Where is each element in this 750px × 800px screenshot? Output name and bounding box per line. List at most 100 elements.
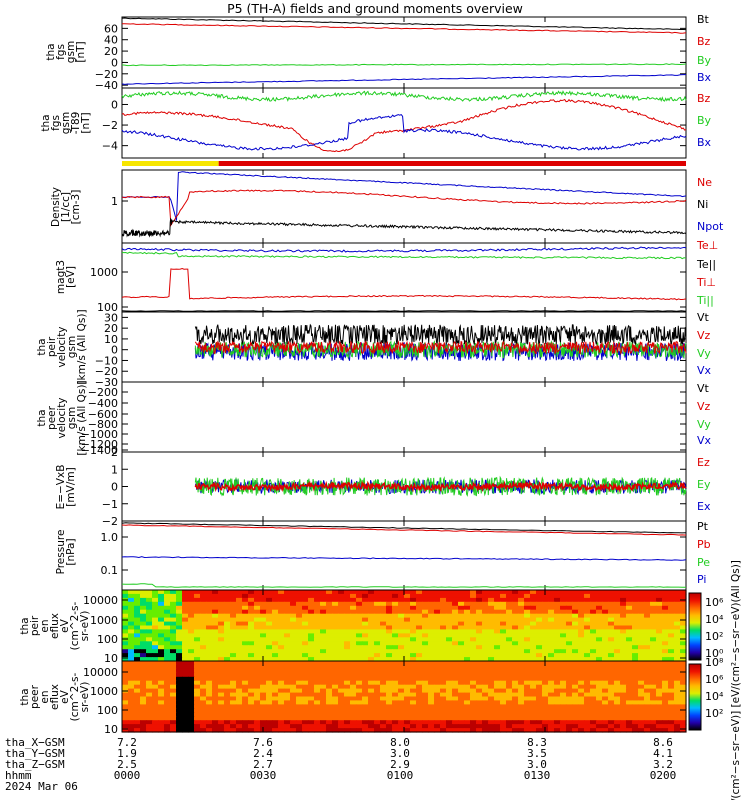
peer-eflux-panel-cell: [560, 708, 567, 713]
peer-eflux-panel-cell: [464, 680, 471, 686]
peer-eflux-panel-cell: [554, 728, 561, 733]
peir-eflux-panel-cell: [380, 609, 387, 615]
peir-eflux-panel-cell: [548, 645, 555, 650]
peer-eflux-panel-cell: [236, 712, 243, 717]
peir-eflux-panel-cell: [374, 613, 381, 619]
peir-eflux-panel-cell: [398, 605, 405, 611]
peer-eflux-panel-cell: [302, 676, 309, 682]
peer-eflux-panel-cell: [638, 720, 645, 725]
peir-eflux-panel-cell: [620, 633, 627, 638]
peir-eflux-panel-cell: [200, 597, 207, 603]
peer-eflux-panel-cell: [152, 720, 159, 725]
peir-eflux-panel-cell: [140, 637, 147, 642]
peer-eflux-panel-cell: [542, 720, 549, 725]
peir-eflux-panel-cell: [494, 590, 501, 595]
peir-eflux-panel-cell: [662, 653, 669, 658]
peir-eflux-panel-cell: [212, 649, 219, 654]
peer-eflux-panel-cell: [458, 680, 465, 686]
peir-eflux-panel-cell: [242, 617, 249, 623]
peer-eflux-panel-cell: [200, 684, 207, 690]
peir-eflux-panel-cell: [200, 601, 207, 607]
peir-eflux-panel-cell: [230, 633, 237, 638]
peir-eflux-panel-cell: [476, 657, 483, 662]
peir-eflux-panel-cell: [650, 633, 657, 638]
peer-eflux-panel-cell: [224, 724, 231, 729]
peir-eflux-panel-cell: [224, 633, 231, 638]
peer-eflux-panel-cell: [512, 708, 519, 713]
peer-eflux-panel-cell: [194, 708, 201, 713]
peir-eflux-panel-cell: [314, 657, 321, 662]
peir-eflux-panel-cell: [470, 657, 477, 662]
peir-eflux-panel-cell: [224, 621, 231, 627]
peir-eflux-panel-cell: [266, 605, 273, 611]
peir-eflux-panel-cell: [674, 593, 681, 599]
peir-eflux-panel-cell: [482, 605, 489, 611]
peer-eflux-panel-cell: [434, 696, 441, 701]
peer-eflux-panel-cell: [296, 728, 303, 733]
peir-eflux-panel-cell: [482, 617, 489, 623]
peir-eflux-panel-cell: [266, 621, 273, 627]
peir-eflux-panel-cell: [386, 633, 393, 638]
peer-eflux-panel-cell: [482, 684, 489, 690]
peer-eflux-panel-cell: [152, 688, 159, 694]
peir-eflux-panel-cell: [458, 637, 465, 642]
peer-eflux-panel-cell: [356, 680, 363, 686]
peir-eflux-panel-cell: [170, 601, 177, 607]
peer-eflux-panel-cell: [512, 676, 519, 682]
peir-eflux-panel-cell: [644, 593, 651, 599]
peir-eflux-panel-cell: [176, 641, 183, 646]
peer-eflux-panel-cell: [428, 724, 435, 729]
peer-eflux-panel-cell: [626, 664, 633, 670]
peir-eflux-panel-cell: [674, 605, 681, 611]
peer-eflux-panel-cell: [230, 668, 237, 674]
peir-eflux-panel-cell: [146, 593, 153, 599]
peir-eflux-panel-cell: [398, 657, 405, 662]
peir-eflux-panel-cell: [194, 617, 201, 623]
peir-eflux-panel-cell: [422, 649, 429, 654]
peir-eflux-panel-cell: [170, 605, 177, 611]
peir-eflux-panel-cell: [518, 645, 525, 650]
peer-eflux-panel-cell: [512, 661, 519, 666]
peer-eflux-panel-cell: [128, 672, 135, 678]
peer-eflux-panel-cell: [410, 680, 417, 686]
peer-eflux-panel-cell: [404, 704, 411, 709]
peer-eflux-panel-cell: [572, 661, 579, 666]
peir-eflux-panel-cell: [548, 597, 555, 603]
peir-eflux-panel-cell: [368, 590, 375, 595]
peir-eflux-panel-cell: [404, 593, 411, 599]
peir-eflux-panel-cell: [554, 593, 561, 599]
peer-eflux-panel-cell: [650, 712, 657, 717]
peir-eflux-panel-cell: [296, 609, 303, 615]
peer-eflux-panel-cell: [494, 668, 501, 674]
peer-eflux-panel-cell: [662, 724, 669, 729]
peir-eflux-panel-cell: [170, 653, 177, 658]
peir-eflux-panel-cell: [218, 633, 225, 638]
peir-eflux-panel-cell: [584, 621, 591, 627]
peir-eflux-panel-cell: [452, 625, 459, 630]
peir-eflux-panel-cell: [596, 653, 603, 658]
peer-eflux-panel-cell: [560, 704, 567, 709]
peir-eflux-panel-cell: [548, 609, 555, 615]
peir-eflux-panel-cell: [656, 649, 663, 654]
peir-eflux-panel-cell: [356, 653, 363, 658]
peer-eflux-panel-cell: [584, 700, 591, 705]
peir-eflux-panel-cell: [362, 621, 369, 627]
peer-eflux-panel-cell: [200, 688, 207, 694]
peer-eflux-panel-cell: [332, 680, 339, 686]
peir-eflux-panel-cell: [662, 641, 669, 646]
peer-eflux-panel-cell: [608, 704, 615, 709]
peir-eflux-panel-cell: [134, 629, 141, 634]
peir-eflux-panel-cell: [452, 645, 459, 650]
peir-eflux-panel-cell: [236, 657, 243, 662]
peer-eflux-panel-cell: [254, 712, 261, 717]
peir-eflux-panel-cell: [590, 629, 597, 634]
peir-eflux-panel-cell: [572, 641, 579, 646]
peir-eflux-panel-cell: [314, 629, 321, 634]
peer-eflux-panel-cell: [176, 720, 183, 725]
peir-eflux-panel-cell: [590, 617, 597, 623]
peer-eflux-panel-cell: [260, 720, 267, 725]
peir-eflux-panel-cell: [644, 617, 651, 623]
peer-eflux-panel-cell: [308, 692, 315, 698]
peer-eflux-panel-cell: [482, 728, 489, 733]
peer-eflux-panel-cell: [290, 728, 297, 733]
